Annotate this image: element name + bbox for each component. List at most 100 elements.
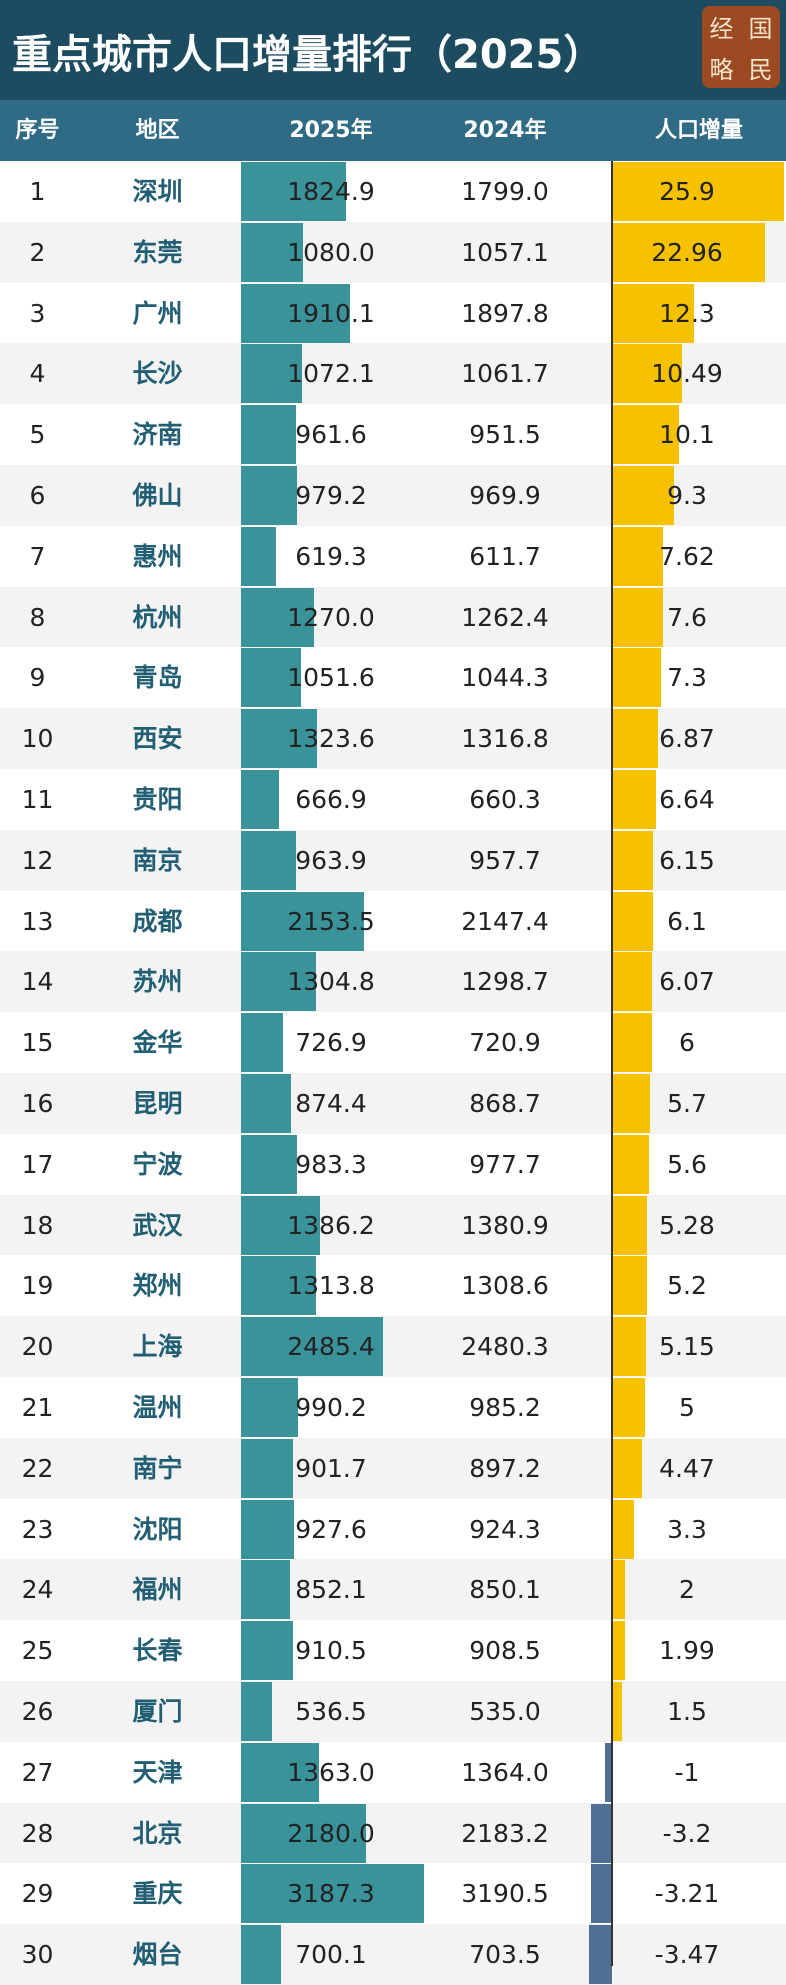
population-2025: 963.9 <box>295 845 367 875</box>
city: 济南 <box>132 420 183 450</box>
logo-char: 民 <box>748 56 773 84</box>
increase: 22.96 <box>651 237 723 267</box>
increase-bar <box>612 222 765 282</box>
population-2025: 1910.1 <box>287 298 375 328</box>
population-bar <box>241 709 317 769</box>
population-2024: 908.5 <box>469 1636 541 1666</box>
increase: 6.64 <box>659 785 715 814</box>
population-2024: 535.0 <box>469 1697 541 1726</box>
population-2024: 951.5 <box>469 420 541 450</box>
increase: 1.99 <box>659 1636 715 1666</box>
increase-bar <box>590 1864 612 1924</box>
population-bar <box>241 344 303 404</box>
population-2024: 1897.8 <box>461 298 549 328</box>
increase: 5 <box>679 1393 695 1422</box>
increase-bar <box>612 1074 650 1133</box>
population-2024: 720.9 <box>469 1028 541 1058</box>
city: 天津 <box>132 1757 183 1787</box>
table-row: 11 贵阳 666.9 660.3 6.64 <box>0 769 786 830</box>
increase-bar <box>612 283 694 343</box>
population-2024: 703.5 <box>469 1940 541 1970</box>
increase: 25.9 <box>659 177 715 206</box>
population-2025: 1363.0 <box>287 1757 375 1787</box>
increase-bar <box>612 1438 642 1498</box>
city: 福州 <box>132 1575 183 1605</box>
increase: 6 <box>679 1028 695 1058</box>
city: 广州 <box>132 298 183 328</box>
rank: 24 <box>21 1575 54 1605</box>
population-bar <box>241 1499 295 1559</box>
rank: 1 <box>29 177 46 206</box>
population-2024: 850.1 <box>469 1575 541 1605</box>
increase-bar <box>612 466 674 525</box>
column-header: 序号 <box>15 118 60 143</box>
table-row: 29 重庆 3187.3 3190.5 -3.21 <box>0 1863 786 1925</box>
rank: 8 <box>29 602 46 632</box>
population-2025: 1323.6 <box>287 724 375 754</box>
city: 武汉 <box>132 1210 183 1240</box>
population-2025: 666.9 <box>295 785 367 814</box>
population-bar <box>241 466 298 525</box>
city: 南京 <box>132 845 183 875</box>
population-bar <box>241 526 277 586</box>
city: 长春 <box>132 1636 183 1666</box>
population-2025: 910.5 <box>295 1636 367 1666</box>
increase-bar <box>612 1256 647 1316</box>
population-bar <box>241 770 280 829</box>
rank: 9 <box>29 663 46 693</box>
population-2025: 1386.2 <box>287 1210 375 1240</box>
table-row: 30 烟台 700.1 703.5 -3.47 <box>0 1924 786 1985</box>
increase-bar <box>612 709 658 769</box>
rank: 12 <box>21 845 54 875</box>
rank: 27 <box>21 1757 54 1787</box>
column-header: 2025年 <box>289 118 373 143</box>
population-2024: 1364.0 <box>461 1757 549 1787</box>
city: 重庆 <box>132 1879 183 1909</box>
increase: 4.47 <box>659 1453 715 1483</box>
population-2025: 1313.8 <box>287 1271 375 1301</box>
increase-bar <box>612 1195 648 1255</box>
table-row: 14 苏州 1304.8 1298.7 6.07 <box>0 951 786 1013</box>
rank: 4 <box>29 359 46 389</box>
population-2025: 536.5 <box>295 1697 367 1726</box>
increase-bar <box>612 1560 626 1620</box>
increase: 6.15 <box>659 845 715 875</box>
increase-bar <box>612 1682 622 1741</box>
population-bar <box>241 952 316 1012</box>
population-2025: 961.6 <box>295 420 367 450</box>
increase: 3.3 <box>667 1514 707 1544</box>
rank: 15 <box>21 1028 54 1058</box>
logo-char: 略 <box>709 56 734 84</box>
table-row: 25 长春 910.5 908.5 1.99 <box>0 1620 786 1682</box>
city: 青岛 <box>132 663 183 693</box>
rank: 13 <box>21 906 54 936</box>
population-2025: 901.7 <box>295 1453 367 1483</box>
increase-bar <box>605 1742 612 1802</box>
population-bar <box>241 648 302 708</box>
population-2025: 1824.9 <box>287 177 375 206</box>
increase: 10.49 <box>651 359 723 389</box>
city: 烟台 <box>132 1940 183 1970</box>
population-bar <box>241 162 346 221</box>
population-bar <box>241 1013 283 1073</box>
title: 重点城市人口增量排行（2025） <box>12 32 604 78</box>
rank: 26 <box>21 1697 54 1726</box>
population-2024: 1380.9 <box>461 1210 549 1240</box>
population-bar <box>241 405 297 465</box>
increase: 7.6 <box>667 602 707 632</box>
population-2025: 874.4 <box>295 1089 367 1118</box>
rank: 19 <box>21 1271 54 1301</box>
increase-bar <box>612 648 661 708</box>
increase: 12.3 <box>659 298 715 328</box>
rank: 11 <box>21 785 54 814</box>
rank: 6 <box>29 481 46 510</box>
rank: 29 <box>21 1879 54 1909</box>
increase: -3.2 <box>662 1818 712 1848</box>
population-bar <box>241 1074 292 1133</box>
increase-bar <box>612 1317 647 1377</box>
city: 上海 <box>132 1332 183 1362</box>
increase: 6.87 <box>659 724 715 754</box>
increase: 5.15 <box>659 1332 715 1362</box>
table-row: 5 济南 961.6 951.5 10.1 <box>0 404 786 466</box>
population-2025: 852.1 <box>295 1575 367 1605</box>
